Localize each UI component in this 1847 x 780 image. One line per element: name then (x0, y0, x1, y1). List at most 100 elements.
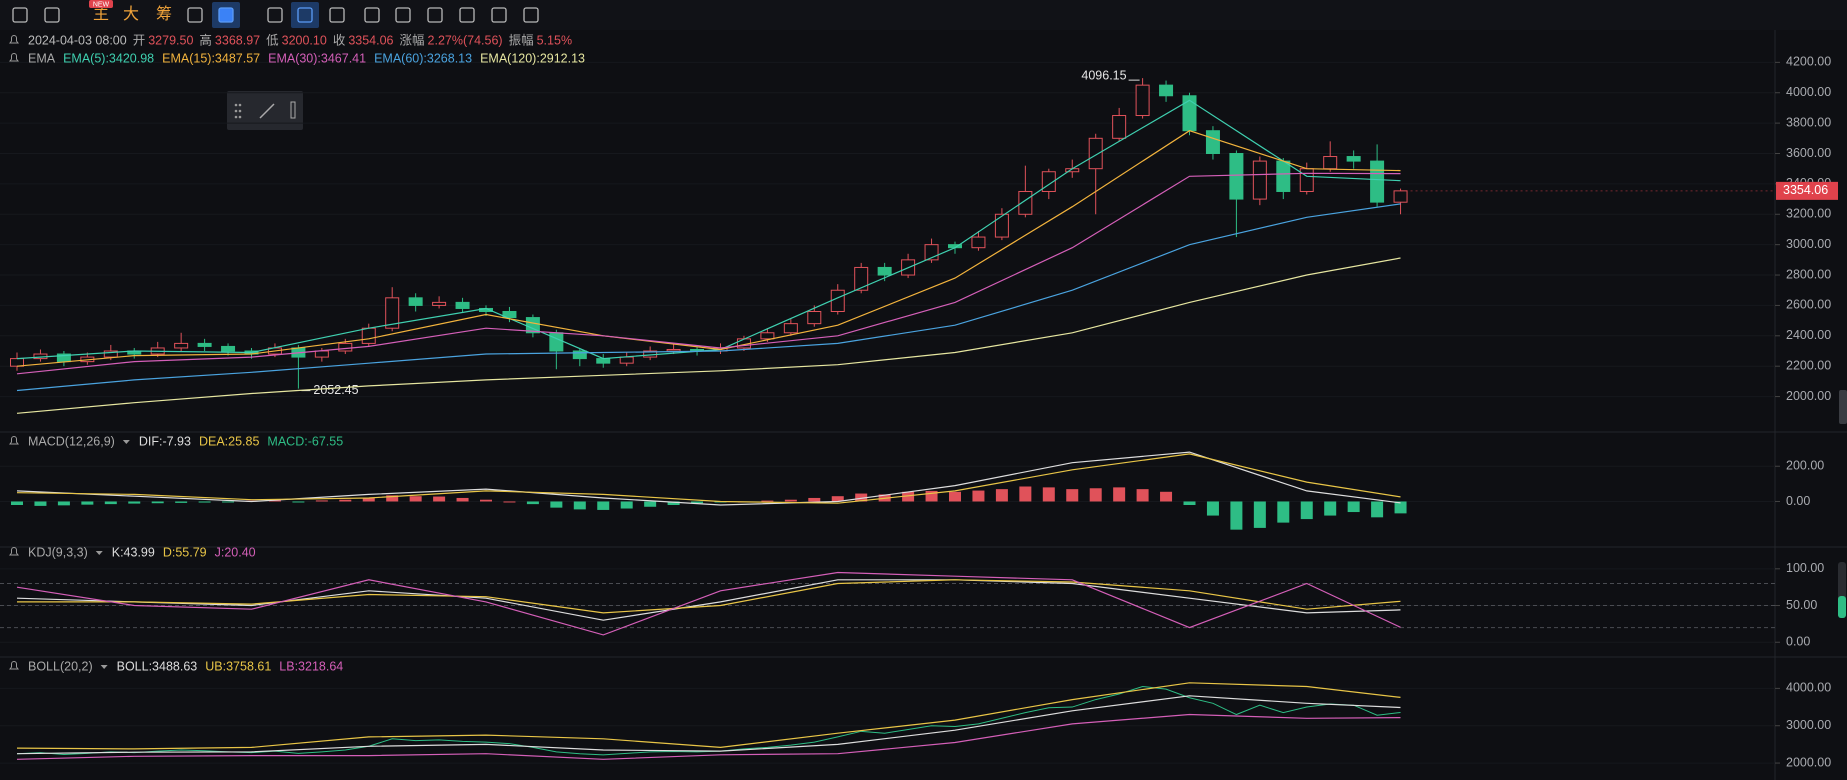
macd-bar (831, 496, 844, 502)
annotation-low: 2052.45 (313, 383, 358, 397)
series-line (16, 695, 1401, 755)
color-tool[interactable] (290, 101, 296, 119)
candle-body (1229, 153, 1244, 200)
price-tag: 3354.06 (1783, 183, 1828, 197)
dropdown-caret[interactable] (122, 440, 130, 444)
candle-body (1299, 168, 1314, 192)
legend-entry: D:55.79 (163, 545, 207, 559)
toolbar-item[interactable]: 主 (93, 5, 109, 23)
candle-body (666, 348, 681, 352)
macd-bar (761, 500, 774, 502)
macd-bar (503, 501, 516, 503)
info-label: 高 (199, 32, 212, 47)
series-line (16, 257, 1401, 414)
y-tick-label: 3800.00 (1786, 115, 1831, 129)
macd-bar (1371, 501, 1384, 518)
annotation-high: 4096.15 (1081, 68, 1126, 82)
candle-body (1370, 160, 1385, 203)
tool-icon[interactable] (491, 7, 507, 23)
legend-entry: MACD:-67.55 (267, 434, 343, 448)
info-label: 涨幅 (400, 32, 425, 47)
candle-body (314, 350, 329, 358)
collapse-handle[interactable] (1839, 390, 1847, 424)
candle-body (994, 213, 1009, 238)
macd-bar (667, 501, 680, 505)
candle-body (1018, 190, 1033, 215)
y-tick-label: 0.00 (1786, 494, 1810, 508)
candle-body (174, 342, 189, 349)
series-line (16, 713, 1401, 760)
candle-body (596, 358, 611, 364)
tool-icon[interactable] (395, 7, 411, 23)
tool-icon[interactable] (329, 7, 345, 23)
macd-bar (995, 489, 1008, 502)
macd-bar (1042, 487, 1055, 502)
bell-icon[interactable] (9, 35, 19, 44)
toolbar-item[interactable]: 筹 (156, 5, 172, 23)
floating-toolbar[interactable] (227, 91, 303, 130)
y-tick-label: 4200.00 (1786, 55, 1831, 69)
candle-body (10, 358, 24, 367)
macd-bar (1019, 486, 1032, 502)
bell-icon[interactable] (9, 547, 19, 556)
tool-icon[interactable] (364, 7, 380, 23)
candle-body (830, 289, 845, 313)
dropdown-caret[interactable] (100, 665, 108, 669)
macd-bar (339, 499, 352, 502)
info-value: 3200.10 (282, 33, 327, 47)
tool-icon[interactable] (523, 7, 539, 23)
macd-bar (1347, 501, 1360, 513)
series-line (17, 579, 1401, 614)
bell-icon[interactable] (9, 53, 19, 62)
panel-title: KDJ(9,3,3) (28, 545, 88, 559)
macd-bar (409, 496, 422, 502)
grip (238, 109, 242, 113)
macd-bar (433, 496, 446, 502)
macd-bar (644, 501, 657, 507)
dropdown-caret[interactable] (95, 551, 103, 555)
macd-bar (151, 501, 164, 504)
candle-body (619, 356, 634, 364)
macd-bar (81, 501, 94, 505)
tool-icon[interactable] (427, 7, 443, 23)
macd-bar (1300, 501, 1313, 520)
tool-icon[interactable] (187, 7, 203, 23)
info-value: 3368.97 (215, 33, 260, 47)
macd-bar (1113, 487, 1126, 502)
legend-entry: UB:3758.61 (205, 659, 271, 673)
legend-entry: LB:3218.64 (279, 659, 343, 673)
toolbar-item[interactable]: 大 (123, 5, 139, 23)
grip (234, 103, 238, 107)
toolbar (0, 0, 1847, 30)
macd-bar (1277, 501, 1290, 523)
tool-icon[interactable] (44, 7, 60, 23)
series-line (16, 682, 1401, 750)
line-tool[interactable] (259, 103, 275, 119)
macd-bar (1136, 489, 1149, 502)
candle-body (971, 236, 986, 249)
info-value: 3279.50 (148, 33, 193, 47)
y-tick-label: 2200.00 (1786, 358, 1831, 372)
bell-icon[interactable] (9, 436, 19, 445)
tool-icon[interactable] (12, 7, 28, 23)
scroll-thumb[interactable] (1838, 596, 1846, 618)
macd-bar (175, 501, 188, 503)
tool-icon[interactable] (459, 7, 475, 23)
candle-body (1393, 190, 1408, 203)
y-tick-label: 50.00 (1786, 598, 1817, 612)
tool-icon[interactable] (267, 7, 283, 23)
macd-bar (949, 491, 961, 502)
candle-body (1159, 84, 1174, 97)
bell-icon[interactable] (9, 661, 19, 670)
tool-icon[interactable] (218, 7, 234, 23)
candle-body (338, 342, 353, 352)
y-tick-label: 2400.00 (1786, 328, 1831, 342)
candle-body (1205, 130, 1220, 154)
tool-icon[interactable] (297, 7, 313, 23)
macd-bar (1324, 501, 1337, 516)
info-label: 振幅 (509, 32, 534, 47)
legend-entry: EMA(60):3268.13 (374, 51, 472, 65)
candle-body (455, 301, 470, 309)
legend-entry: EMA(30):3467.41 (268, 51, 366, 65)
info-date: 2024-04-03 08:00 (28, 33, 127, 47)
